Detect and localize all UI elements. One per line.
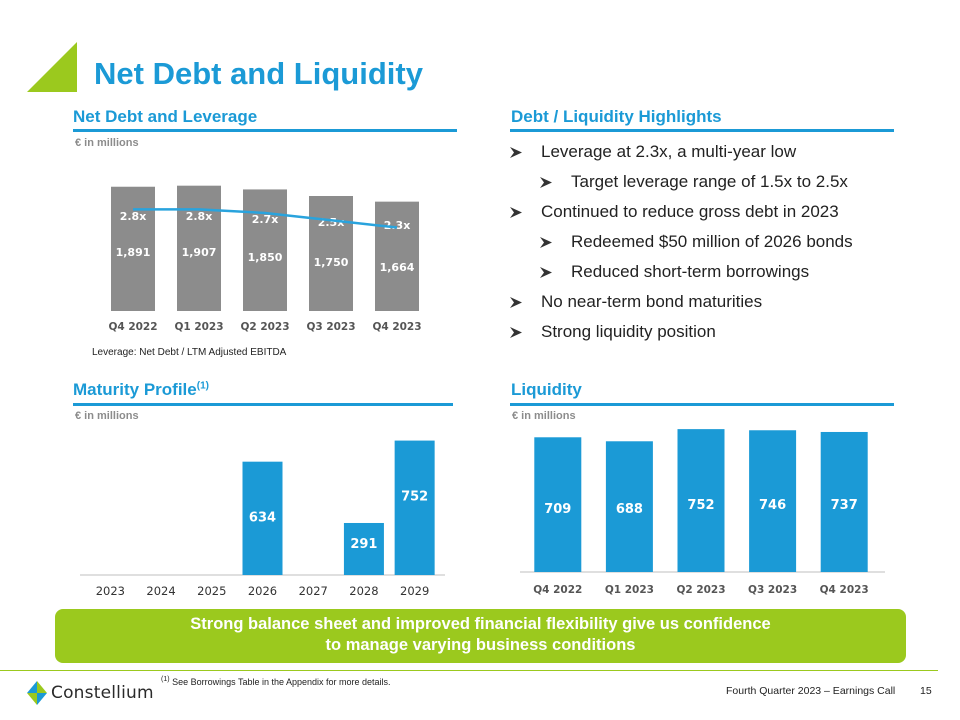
- net-debt-category-label: Q3 2023: [306, 321, 355, 333]
- callout-line-1: Strong balance sheet and improved financ…: [190, 615, 771, 633]
- liquidity-rule: [510, 403, 894, 406]
- leverage-definition-note: Leverage: Net Debt / LTM Adjusted EBITDA: [92, 347, 287, 358]
- highlights-heading: Debt / Liquidity Highlights: [511, 107, 722, 126]
- arrow-bullet-icon: [510, 320, 524, 344]
- highlight-item: Strong liquidity position: [510, 320, 930, 350]
- maturity-rule: [73, 403, 453, 406]
- net-debt-category-label: Q2 2023: [240, 321, 289, 333]
- leverage-label: 2.8x: [120, 210, 147, 223]
- maturity-year-label: 2026: [248, 584, 277, 598]
- maturity-year-label: 2028: [349, 584, 378, 598]
- highlight-subitem: Redeemed $50 million of 2026 bonds: [510, 230, 930, 260]
- arrow-bullet-icon: [510, 290, 524, 314]
- footnote: (1) See Borrowings Table in the Appendix…: [161, 676, 391, 687]
- highlight-text: Redeemed $50 million of 2026 bonds: [571, 232, 853, 251]
- liquidity-category-label: Q2 2023: [676, 584, 725, 596]
- callout-line-2: to manage varying business conditions: [325, 636, 636, 654]
- corner-triangle-mark: [27, 42, 77, 92]
- maturity-heading: Maturity Profile(1): [73, 380, 209, 400]
- liquidity-value-label: 752: [687, 498, 714, 513]
- highlights-list: Leverage at 2.3x, a multi-year low Target…: [510, 140, 930, 350]
- footer-rule: [0, 670, 938, 671]
- page-number: 15: [920, 685, 932, 697]
- footnote-text: See Borrowings Table in the Appendix for…: [172, 677, 391, 687]
- net-debt-category-label: Q1 2023: [174, 321, 223, 333]
- maturity-value-label: 291: [350, 537, 377, 552]
- maturity-value-label: 752: [401, 490, 428, 505]
- footer-event-label: Fourth Quarter 2023 – Earnings Call: [726, 685, 896, 697]
- net-debt-value-label: 1,850: [248, 251, 283, 264]
- liquidity-category-label: Q3 2023: [748, 584, 797, 596]
- net-debt-category-label: Q4 2022: [108, 321, 157, 333]
- liquidity-value-label: 737: [831, 498, 858, 513]
- liquidity-bar: [534, 437, 582, 572]
- liquidity-category-label: Q4 2022: [533, 584, 582, 596]
- highlight-text: Target leverage range of 1.5x to 2.5x: [571, 172, 848, 191]
- liquidity-category-label: Q4 2023: [820, 584, 869, 596]
- arrow-bullet-icon: [510, 200, 524, 224]
- net-debt-bar: [177, 185, 221, 311]
- maturity-year-label: 2024: [146, 584, 175, 598]
- leverage-line: [133, 208, 398, 229]
- maturity-bar: [343, 522, 384, 575]
- liquidity-bar: [749, 430, 797, 572]
- highlight-text: Reduced short-term borrowings: [571, 262, 810, 281]
- net-debt-value-label: 1,664: [380, 261, 415, 274]
- liquidity-bar: [820, 431, 868, 572]
- net-debt-bar: [111, 186, 155, 311]
- maturity-heading-text: Maturity Profile: [73, 380, 197, 399]
- highlight-item: No near-term bond maturities: [510, 290, 930, 320]
- liquidity-value-label: 709: [544, 502, 571, 517]
- net-debt-category-label: Q4 2023: [372, 321, 421, 333]
- highlight-text: Leverage at 2.3x, a multi-year low: [541, 142, 797, 161]
- net-debt-value-label: 1,891: [116, 246, 151, 259]
- highlight-text: Continued to reduce gross debt in 2023: [541, 202, 839, 221]
- liquidity-bar: [605, 441, 653, 572]
- highlight-subitem: Reduced short-term borrowings: [510, 260, 930, 290]
- constellium-logo-icon: [27, 681, 47, 705]
- net-debt-units: € in millions: [75, 137, 139, 149]
- highlights-rule: [510, 129, 894, 132]
- leverage-label: 2.7x: [252, 213, 279, 226]
- net-debt-bar: [243, 189, 287, 311]
- maturity-value-label: 634: [249, 511, 276, 526]
- net-debt-rule: [73, 129, 457, 132]
- arrow-bullet-icon: [540, 230, 554, 254]
- maturity-bar: [394, 440, 435, 575]
- arrow-bullet-icon: [540, 170, 554, 194]
- leverage-label: 2.3x: [384, 219, 411, 232]
- highlight-text: No near-term bond maturities: [541, 292, 763, 311]
- footnote-marker: (1): [161, 676, 170, 683]
- liquidity-category-label: Q1 2023: [605, 584, 654, 596]
- liquidity-value-label: 688: [616, 502, 643, 517]
- liquidity-bar: [677, 429, 725, 572]
- highlight-item: Leverage at 2.3x, a multi-year low: [510, 140, 930, 170]
- maturity-year-label: 2023: [96, 584, 125, 598]
- net-debt-heading: Net Debt and Leverage: [73, 107, 258, 126]
- logo-wordmark: Constellium: [51, 683, 154, 703]
- maturity-units: € in millions: [75, 410, 139, 422]
- maturity-heading-footnote-marker: (1): [196, 380, 209, 392]
- highlight-item: Continued to reduce gross debt in 2023: [510, 200, 930, 230]
- maturity-year-label: 2027: [299, 584, 328, 598]
- company-logo: Constellium: [27, 681, 154, 705]
- maturity-year-label: 2025: [197, 584, 226, 598]
- net-debt-bar: [309, 196, 353, 311]
- leverage-label: 2.5x: [318, 216, 345, 229]
- liquidity-value-label: 746: [759, 498, 786, 513]
- highlight-text: Strong liquidity position: [541, 322, 716, 341]
- liquidity-units: € in millions: [512, 410, 576, 422]
- net-debt-value-label: 1,907: [182, 246, 217, 259]
- net-debt-bar: [375, 201, 419, 311]
- arrow-bullet-icon: [510, 140, 524, 164]
- maturity-year-label: 2029: [400, 584, 429, 598]
- arrow-bullet-icon: [540, 260, 554, 284]
- maturity-bar: [242, 461, 283, 575]
- page-title: Net Debt and Liquidity: [94, 56, 423, 91]
- liquidity-heading: Liquidity: [511, 380, 582, 399]
- net-debt-value-label: 1,750: [314, 256, 349, 269]
- leverage-label: 2.8x: [186, 210, 213, 223]
- highlight-subitem: Target leverage range of 1.5x to 2.5x: [510, 170, 930, 200]
- key-message-callout: Strong balance sheet and improved financ…: [55, 609, 906, 663]
